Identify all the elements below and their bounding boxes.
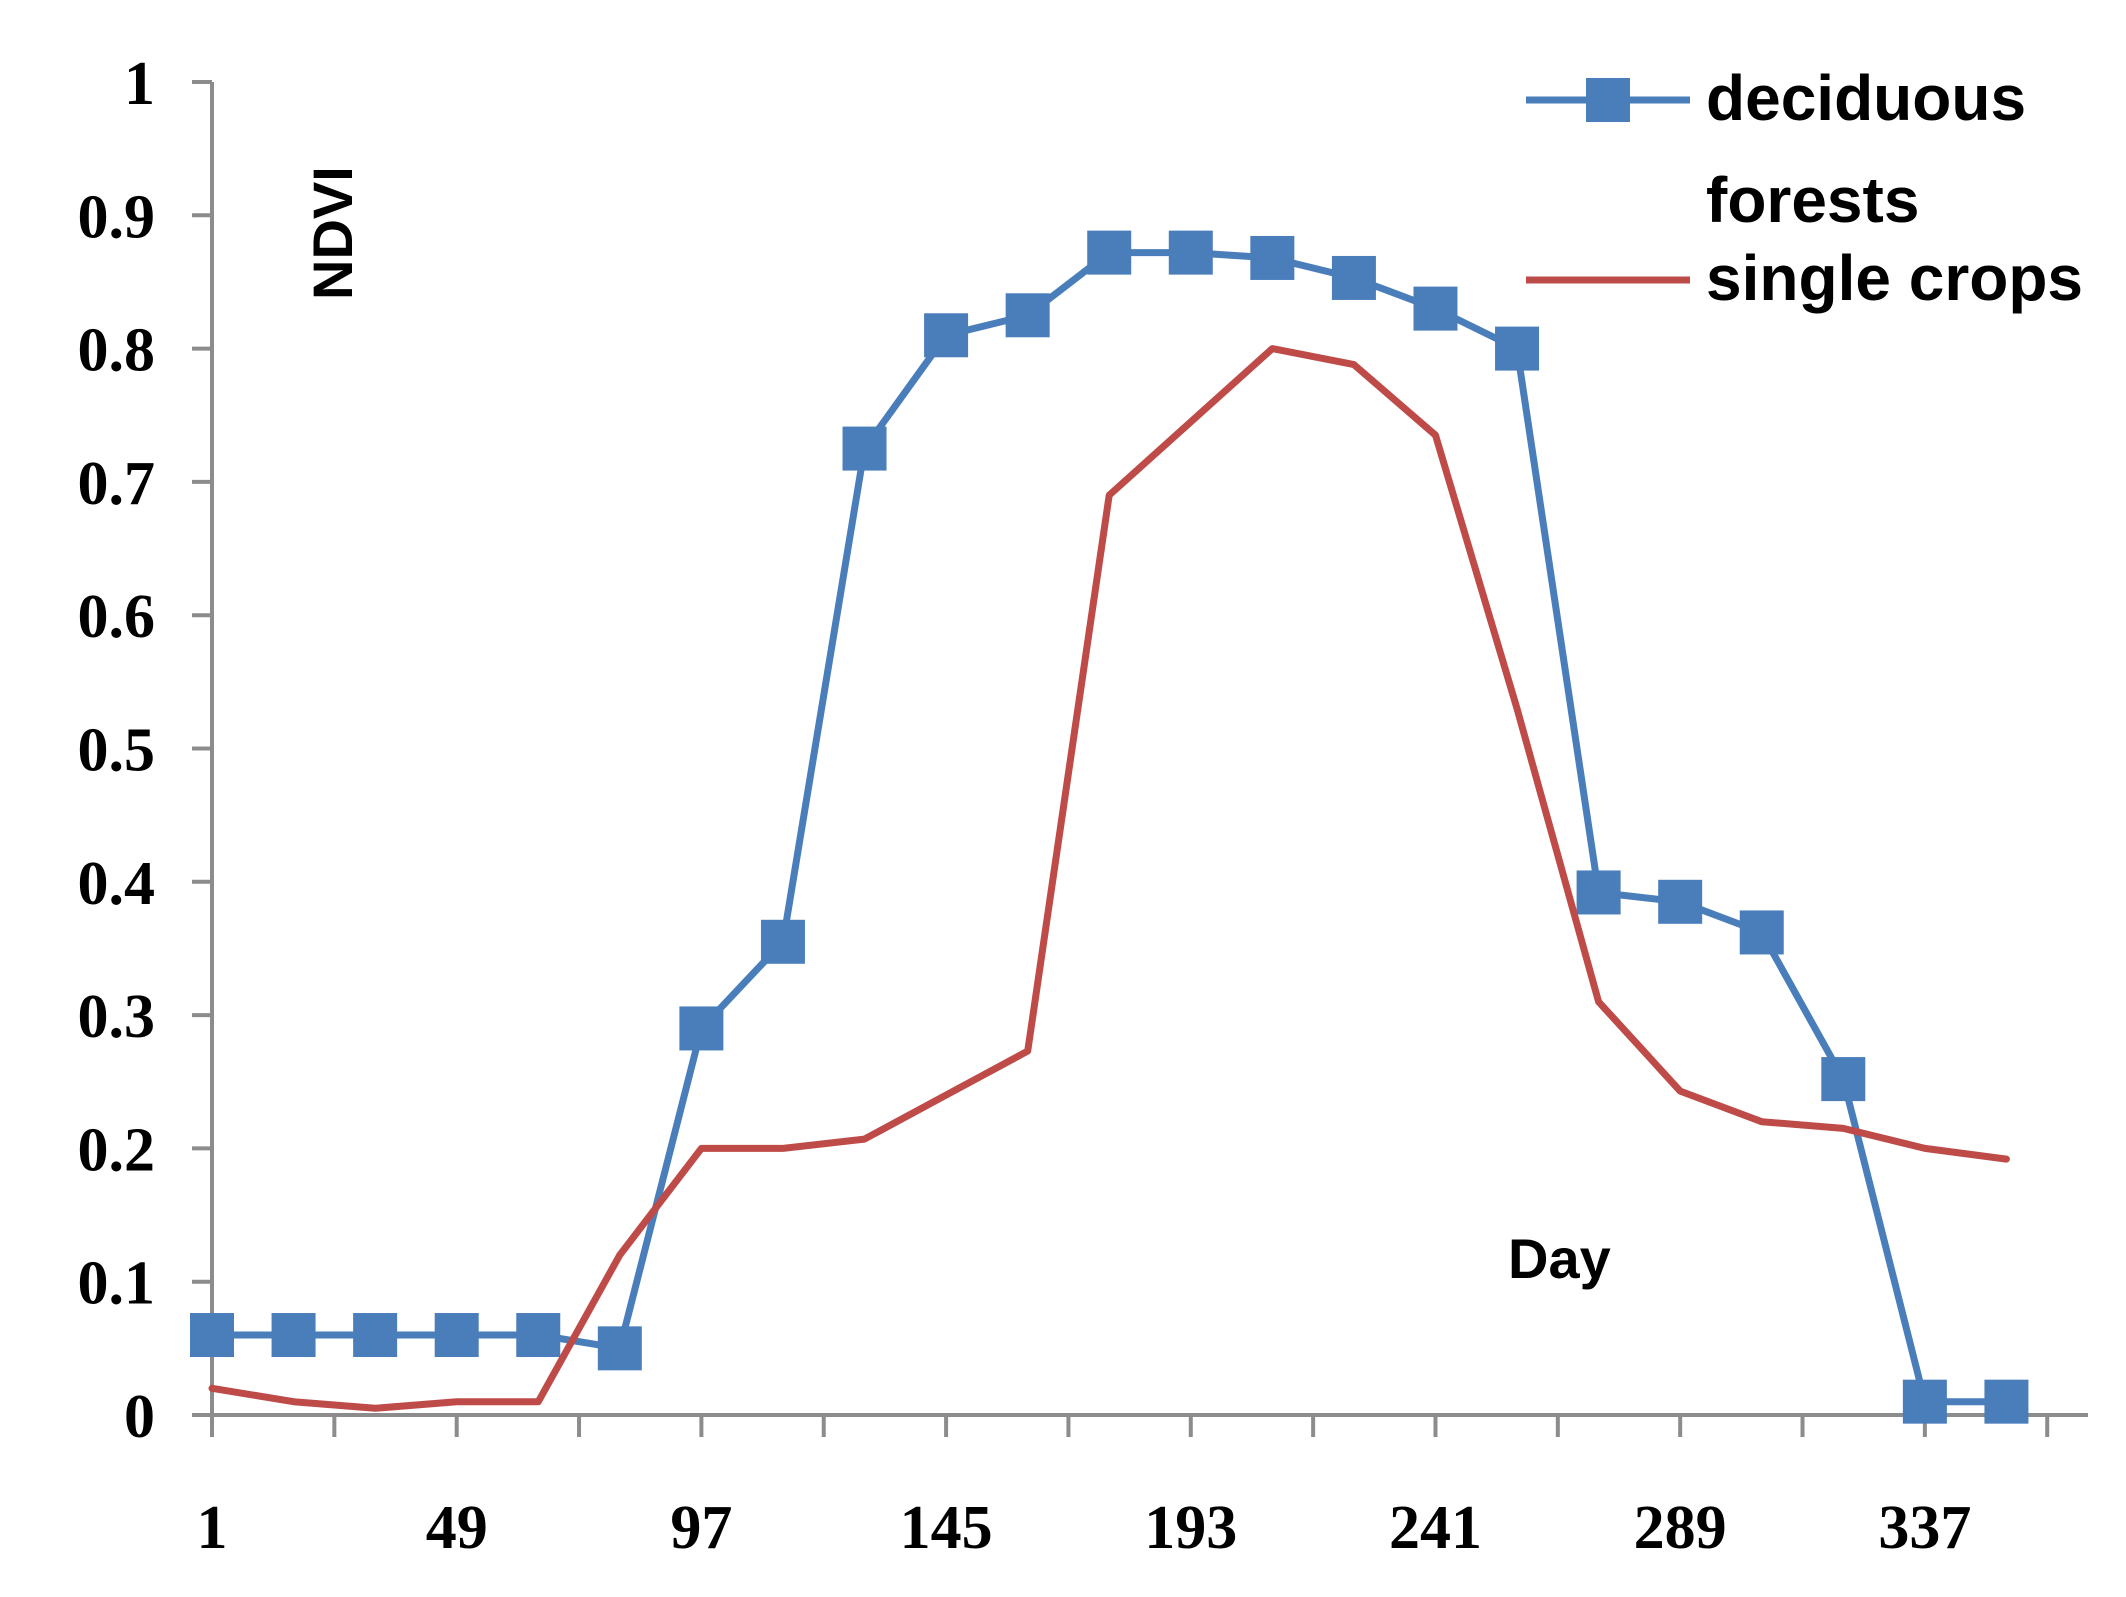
data-point-deciduous-forests — [1413, 286, 1458, 331]
data-point-deciduous-forests — [434, 1313, 479, 1358]
y-tick-label: 0.8 — [78, 317, 156, 385]
data-point-deciduous-forests — [1005, 293, 1050, 338]
series-group — [190, 230, 2029, 1424]
data-point-deciduous-forests — [353, 1313, 398, 1358]
data-point-deciduous-forests — [1739, 910, 1784, 955]
legend: deciduous forests single crops — [1526, 62, 2083, 314]
data-point-deciduous-forests — [271, 1313, 316, 1358]
x-tick-label: 1 — [197, 1494, 228, 1562]
data-point-deciduous-forests — [1821, 1057, 1866, 1102]
x-tick-label: 241 — [1389, 1494, 1482, 1562]
data-point-deciduous-forests — [1576, 870, 1621, 915]
x-axis-ticks: 1 49 97 145 193 241 289 337 — [197, 1415, 2050, 1562]
legend-label-single-crops: single crops — [1706, 242, 2083, 314]
y-tick-label: 0.7 — [78, 450, 156, 518]
y-tick-label: 1 — [124, 50, 155, 118]
y-tick-label: 0.4 — [78, 850, 156, 918]
y-axis-ticks: 0 0.1 0.2 0.3 0.4 0.5 0.6 0.7 0.8 0.9 1 — [78, 50, 212, 1451]
data-point-deciduous-forests — [924, 313, 969, 358]
data-point-deciduous-forests — [1168, 230, 1213, 275]
data-point-deciduous-forests — [1984, 1379, 2029, 1424]
x-tick-label: 289 — [1634, 1494, 1727, 1562]
data-point-deciduous-forests — [1658, 879, 1703, 924]
x-tick-label: 97 — [670, 1494, 732, 1562]
y-tick-label: 0 — [124, 1383, 155, 1451]
data-point-deciduous-forests — [1495, 326, 1540, 371]
data-point-deciduous-forests — [760, 919, 805, 964]
data-point-deciduous-forests — [1087, 230, 1132, 275]
x-tick-label: 337 — [1878, 1494, 1971, 1562]
data-point-deciduous-forests — [842, 426, 887, 471]
series-line-single-crops — [208, 345, 2010, 1412]
y-tick-label: 0.5 — [78, 717, 156, 785]
data-point-deciduous-forests — [1902, 1379, 1947, 1424]
x-tick-label: 49 — [426, 1494, 488, 1562]
data-point-deciduous-forests — [597, 1326, 642, 1371]
data-point-deciduous-forests — [1250, 235, 1295, 280]
y-tick-label: 0.6 — [78, 583, 156, 651]
y-tick-label: 0.3 — [78, 983, 156, 1051]
x-axis-label: Day — [1508, 1227, 1611, 1290]
legend-label-forests: forests — [1706, 164, 1919, 236]
y-axis-label: NDVI — [301, 166, 364, 300]
legend-marker-deciduous-forests — [1586, 78, 1630, 122]
data-point-deciduous-forests — [679, 1006, 724, 1051]
legend-label-deciduous: deciduous — [1706, 62, 2026, 134]
series-line-deciduous-forests — [208, 249, 2010, 1406]
x-tick-label: 193 — [1144, 1494, 1237, 1562]
y-tick-label: 0.1 — [78, 1250, 156, 1318]
data-point-deciduous-forests — [516, 1313, 561, 1358]
data-point-deciduous-forests — [1331, 255, 1376, 300]
data-point-deciduous-forests — [190, 1313, 234, 1358]
y-tick-label: 0.9 — [78, 183, 156, 251]
x-tick-label: 145 — [900, 1494, 993, 1562]
y-tick-label: 0.2 — [78, 1116, 156, 1184]
